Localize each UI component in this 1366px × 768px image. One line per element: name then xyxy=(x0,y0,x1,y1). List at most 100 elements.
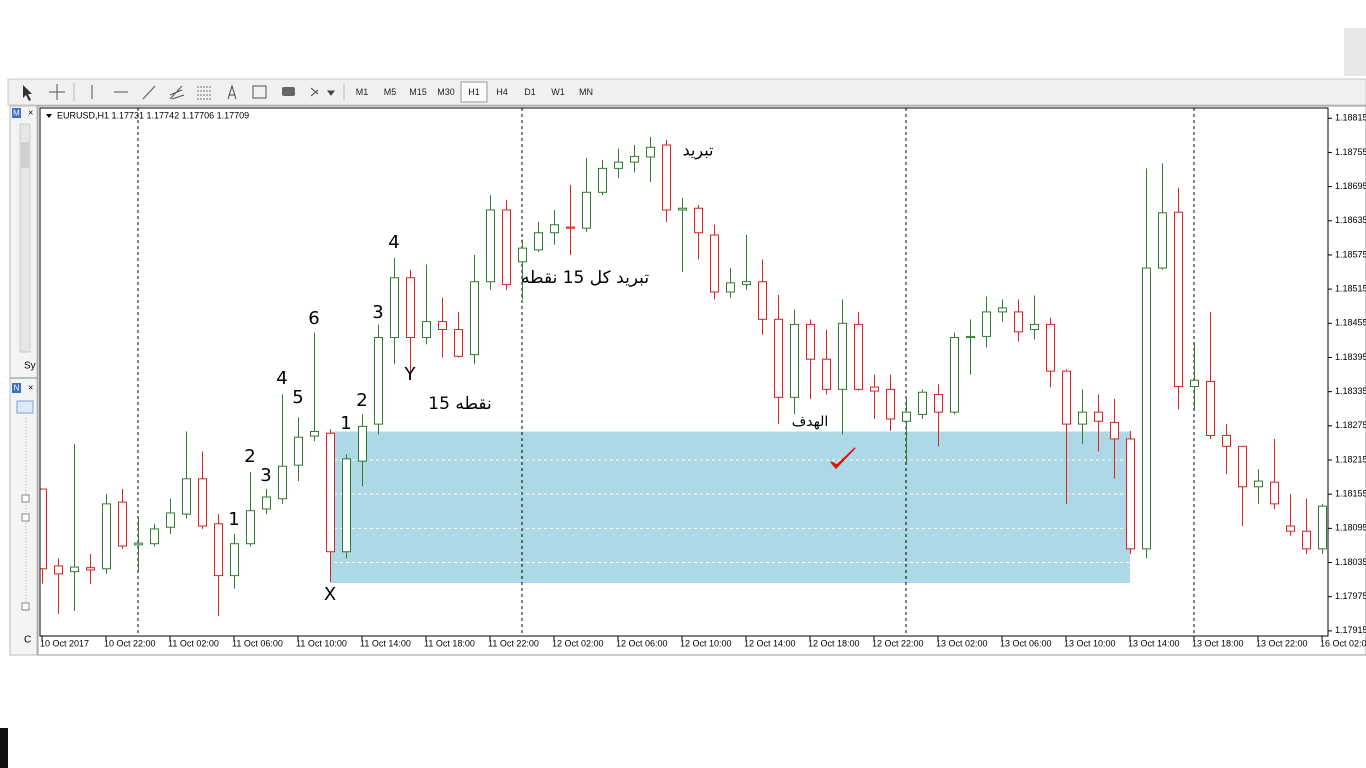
timeframe-button[interactable]: H4 xyxy=(496,87,508,97)
candle-body xyxy=(1302,530,1311,550)
x-tick-label: 11 Oct 18:00 xyxy=(424,638,475,648)
navigator-panel: M × Sy N × C xyxy=(9,105,38,656)
x-tick-label: 10 Oct 2017 xyxy=(40,638,89,648)
x-tick-label: 13 Oct 10:00 xyxy=(1064,638,1116,648)
x-tick-label: 16 Oct 02:00 xyxy=(1320,638,1366,648)
candle-body xyxy=(246,510,255,545)
candle-body xyxy=(742,281,751,286)
panel-label[interactable]: Sy xyxy=(24,361,36,372)
text-tool[interactable] xyxy=(227,84,237,100)
candle-body xyxy=(86,567,95,571)
channel-tool[interactable] xyxy=(169,85,185,100)
timeframe-button[interactable]: D1 xyxy=(524,87,536,97)
candle-body xyxy=(1174,211,1183,388)
candle-body xyxy=(918,391,927,415)
candle-body xyxy=(774,318,783,398)
annotation: 3 xyxy=(372,302,383,323)
x-tick-label: 12 Oct 06:00 xyxy=(616,638,668,648)
candle-body xyxy=(902,411,911,422)
candle-body xyxy=(342,458,351,553)
panel-tab[interactable] xyxy=(12,108,21,118)
label-tool[interactable] xyxy=(252,85,267,99)
x-tick-label: 13 Oct 22:00 xyxy=(1256,638,1308,648)
candle-body xyxy=(1206,380,1215,437)
panel-tab[interactable] xyxy=(12,383,21,393)
candle-body xyxy=(454,329,463,357)
candle-body xyxy=(326,432,335,553)
scrollbar[interactable] xyxy=(19,123,31,353)
candle-body xyxy=(70,566,79,573)
candle-body xyxy=(438,321,447,331)
annotation: تبريد xyxy=(683,141,714,161)
annotation: Y xyxy=(404,364,417,385)
x-tick-label: 11 Oct 02:00 xyxy=(168,638,219,648)
crosshair-tool[interactable] xyxy=(49,84,65,100)
indicator-icon[interactable] xyxy=(16,400,34,414)
candle-body xyxy=(966,335,975,339)
window-edge xyxy=(1344,28,1366,76)
x-tick-label: 12 Oct 22:00 xyxy=(872,638,924,648)
tree-node[interactable] xyxy=(21,602,30,611)
panel-close[interactable]: × xyxy=(28,107,33,117)
checkmark xyxy=(830,447,856,470)
x-tick-label: 11 Oct 06:00 xyxy=(232,638,283,648)
y-tick-label: 1.18635 xyxy=(1335,215,1366,225)
candle-body xyxy=(822,358,831,390)
candle-body xyxy=(166,512,175,528)
timeframe-button[interactable]: W1 xyxy=(551,87,565,97)
candle-body xyxy=(1094,411,1103,422)
annotation: 4 xyxy=(388,232,399,253)
candle-body xyxy=(422,321,431,339)
arrows-tool[interactable] xyxy=(310,87,335,97)
panel-label[interactable]: C xyxy=(24,635,31,646)
y-tick-label: 1.17975 xyxy=(1335,591,1366,601)
candle-body xyxy=(182,478,191,515)
trendline-tool[interactable] xyxy=(142,85,156,100)
annotation: الهدف xyxy=(792,414,828,430)
x-tick-label: 12 Oct 10:00 xyxy=(680,638,732,648)
menu-triangle[interactable] xyxy=(46,114,52,118)
scroll-thumb[interactable] xyxy=(21,142,29,168)
candle-body xyxy=(470,281,479,356)
candle-body xyxy=(1062,370,1071,425)
timeframe-button[interactable]: M30 xyxy=(437,87,455,97)
candle-body xyxy=(374,337,383,425)
candle-body xyxy=(214,523,223,577)
candle-body xyxy=(934,393,943,413)
x-tick-label: 11 Oct 10:00 xyxy=(296,638,347,648)
y-tick-label: 1.18155 xyxy=(1335,489,1366,499)
candle-body xyxy=(502,209,511,286)
fibo-tool[interactable] xyxy=(197,86,212,100)
timeframe-button[interactable]: MN xyxy=(579,87,593,97)
shape-tool[interactable] xyxy=(282,87,295,96)
plot-border xyxy=(39,107,1329,637)
candle-body xyxy=(710,234,719,293)
tree-node[interactable] xyxy=(21,494,30,503)
timeframe-button[interactable]: H1 xyxy=(468,87,480,97)
cursor-tool[interactable] xyxy=(23,85,32,101)
candle-body xyxy=(406,277,415,339)
y-tick-label: 1.18395 xyxy=(1335,352,1366,362)
candle-body xyxy=(1318,505,1327,550)
panel-close[interactable]: × xyxy=(28,382,33,392)
y-tick-label: 1.18695 xyxy=(1335,181,1366,191)
candle-body xyxy=(294,436,303,466)
candle-body xyxy=(534,232,543,251)
tree-node[interactable] xyxy=(21,513,30,522)
candle-body xyxy=(886,388,895,420)
candle-body xyxy=(134,542,143,546)
annotation: تبريد كل 15 نقطه xyxy=(521,268,649,288)
timeframe-button[interactable]: M1 xyxy=(356,87,369,97)
toolbar-bar xyxy=(7,78,1366,106)
candle-body xyxy=(358,425,367,462)
candle-body xyxy=(694,207,703,234)
candle-body xyxy=(1270,481,1279,505)
annotation: X xyxy=(324,584,336,605)
candle-body xyxy=(1126,438,1135,550)
y-tick-label: 1.17915 xyxy=(1335,625,1366,635)
annotation: 2 xyxy=(244,446,255,467)
candle-body xyxy=(1158,212,1167,269)
candle-body xyxy=(646,146,655,158)
timeframe-button[interactable]: M15 xyxy=(409,87,427,97)
timeframe-button[interactable]: M5 xyxy=(384,87,397,97)
